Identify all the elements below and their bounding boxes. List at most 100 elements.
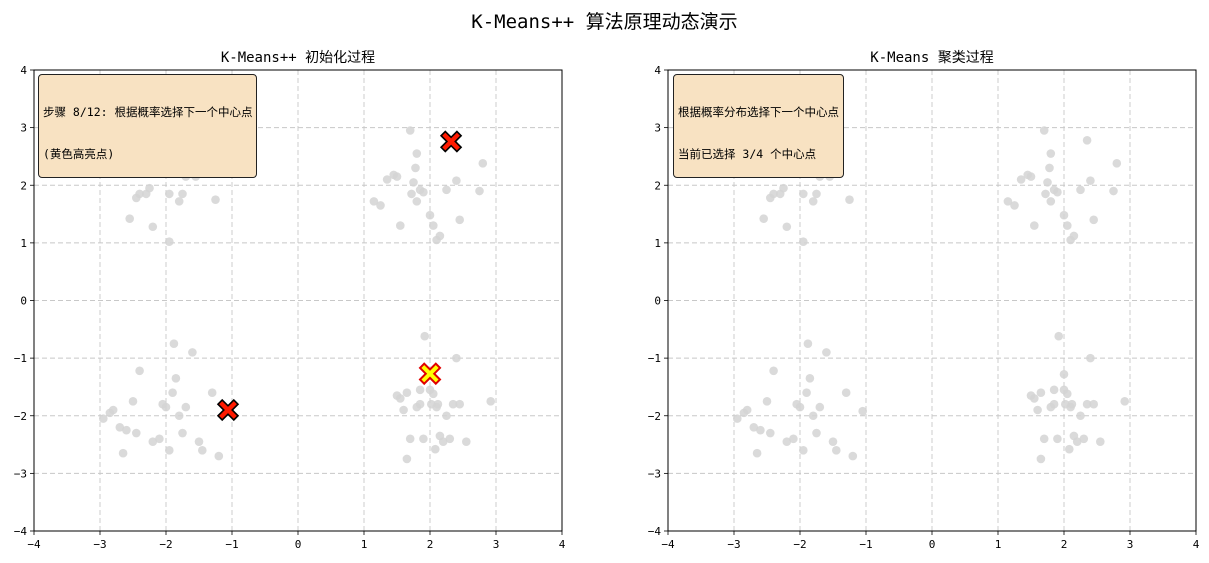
data-point <box>425 210 435 220</box>
data-point <box>399 405 408 415</box>
data-point <box>452 176 461 185</box>
data-point <box>1086 353 1095 363</box>
data-point <box>1049 385 1059 395</box>
init-annotation-line2: (黄色高亮点) <box>43 147 115 161</box>
data-point <box>848 451 858 461</box>
data-point <box>148 437 158 446</box>
y-tick-label: 4 <box>654 64 661 77</box>
data-point <box>1059 369 1069 379</box>
data-point <box>178 189 187 199</box>
data-point <box>795 402 805 412</box>
data-point <box>1063 221 1072 230</box>
data-point <box>442 411 451 421</box>
data-point <box>462 437 471 446</box>
data-point <box>161 402 171 412</box>
data-point <box>762 397 772 406</box>
data-point <box>165 237 174 247</box>
data-point <box>214 451 224 461</box>
data-point <box>1036 388 1046 398</box>
x-tick-label: 3 <box>1127 538 1134 551</box>
data-point <box>122 425 131 435</box>
data-point <box>396 394 405 403</box>
data-point <box>396 221 405 230</box>
y-tick-label: −4 <box>648 525 662 538</box>
data-point <box>1003 197 1013 206</box>
data-point <box>841 388 851 398</box>
data-point <box>1046 197 1056 206</box>
data-point <box>198 446 207 455</box>
data-point <box>1072 437 1082 446</box>
y-tick-label: 0 <box>20 295 27 308</box>
data-point <box>1054 331 1064 341</box>
data-point <box>1089 215 1098 225</box>
data-point <box>1030 221 1039 230</box>
data-point <box>1082 136 1092 145</box>
data-point <box>1079 434 1089 444</box>
y-tick-label: −1 <box>648 352 661 365</box>
data-point <box>118 448 128 458</box>
data-point <box>168 388 177 398</box>
data-point <box>419 187 428 197</box>
data-point <box>419 434 428 444</box>
data-point <box>789 434 798 444</box>
data-point <box>455 399 465 409</box>
data-point <box>1043 178 1052 187</box>
x-tick-label: 0 <box>929 538 936 551</box>
data-point <box>1082 399 1092 409</box>
data-point <box>429 221 438 230</box>
x-tick-label: −2 <box>159 538 172 551</box>
data-point <box>845 195 854 204</box>
data-point <box>749 422 759 432</box>
data-point <box>759 214 768 223</box>
data-point <box>1069 231 1079 241</box>
data-point <box>405 126 415 135</box>
data-point <box>369 197 379 206</box>
figure-title: K-Means++ 算法原理动态演示 <box>471 11 738 33</box>
data-point <box>412 197 422 206</box>
data-point <box>188 348 197 357</box>
data-point <box>174 411 184 421</box>
data-point <box>115 422 125 432</box>
data-point <box>415 385 425 395</box>
data-point <box>799 189 808 199</box>
y-tick-label: 0 <box>654 295 661 308</box>
y-tick-label: 1 <box>20 237 27 250</box>
x-tick-label: 4 <box>559 538 566 551</box>
x-tick-label: 4 <box>1193 538 1200 551</box>
x-tick-label: −4 <box>661 538 675 551</box>
data-point <box>402 388 412 398</box>
data-point <box>415 399 425 409</box>
x-tick-label: −1 <box>225 538 238 551</box>
data-point <box>1036 454 1046 464</box>
clustering-annotation-box: 根据概率分布选择下一个中心点 当前已选择 3/4 个中心点 <box>673 74 844 178</box>
data-point <box>742 405 752 415</box>
data-point <box>858 406 867 416</box>
data-point <box>442 185 451 195</box>
data-point <box>429 389 438 399</box>
clustering-annotation-line2: 当前已选择 3/4 个中心点 <box>678 147 817 161</box>
data-point <box>1096 437 1105 446</box>
x-tick-label: 1 <box>995 538 1002 551</box>
data-point <box>1086 176 1095 185</box>
data-point <box>405 434 415 444</box>
highlighted-candidate-marker <box>418 362 442 386</box>
data-point <box>1109 186 1118 196</box>
data-point <box>808 411 818 421</box>
subplot-title: K-Means 聚类过程 <box>870 50 993 66</box>
data-point <box>1063 389 1072 399</box>
y-tick-label: −2 <box>14 410 27 423</box>
y-tick-label: 3 <box>654 122 661 135</box>
y-tick-label: 2 <box>654 179 661 192</box>
clustering-annotation-line1: 根据概率分布选择下一个中心点 <box>678 105 839 119</box>
data-point <box>1089 399 1098 409</box>
data-point <box>148 222 158 232</box>
data-point <box>125 214 134 223</box>
data-point <box>1067 399 1077 409</box>
data-point <box>1045 163 1054 173</box>
y-tick-label: 4 <box>20 64 27 77</box>
data-point <box>1076 185 1085 195</box>
data-point <box>782 437 792 446</box>
data-point <box>1120 397 1130 406</box>
data-point <box>194 437 204 446</box>
data-point <box>382 175 392 184</box>
